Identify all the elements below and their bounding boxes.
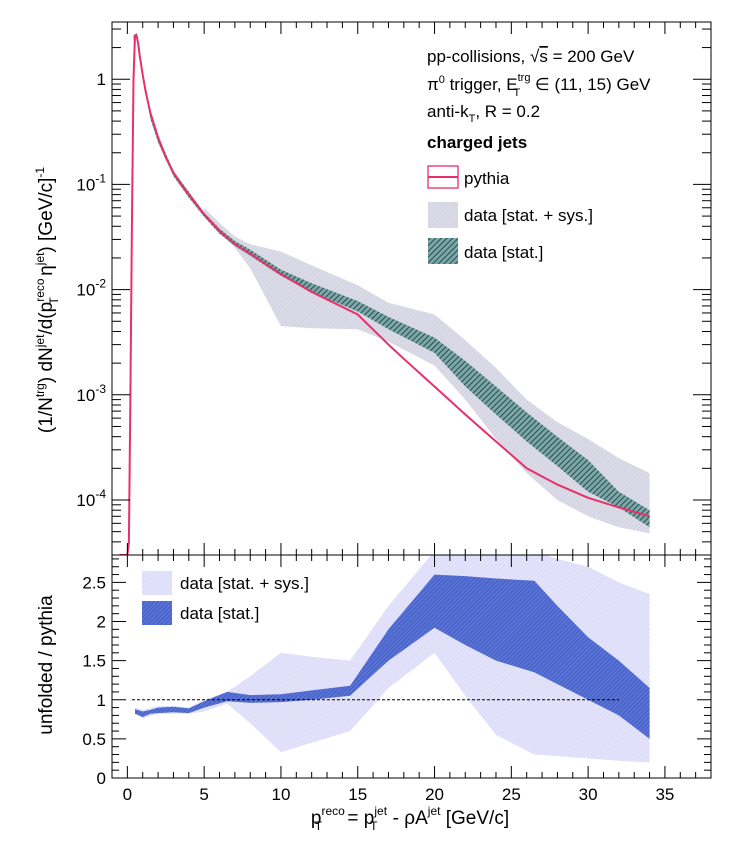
- bottom-panel: 0 5 10 15 20 25 30 35 0 0.5 1 1.5 2 2.5 unfolded / py…: [36, 554, 712, 833]
- ylabel-sup-1: trg: [33, 383, 47, 397]
- x-tick-label: 15: [348, 785, 367, 804]
- legend-swatch-ratio-stat: [142, 601, 172, 625]
- bottom-y-tick-label: 0: [97, 769, 106, 788]
- x-tick-label: 30: [579, 785, 598, 804]
- legend-label-stat: data [stat.]: [464, 243, 543, 262]
- stat-band-ratio: [135, 574, 650, 739]
- ylabel-part-4: η: [36, 265, 57, 281]
- annotation-jet-type: charged jets: [427, 133, 527, 152]
- x-axis-label: preco T = pjet T - ρAjet [GeV/c]: [311, 804, 509, 833]
- annotation-trigger: π0 trigger, Etrg T ∈ (11, 15) GeV: [427, 72, 651, 99]
- ylabel-part-3: /d(p: [36, 302, 57, 335]
- bottom-y-tick-label: 2: [97, 613, 106, 632]
- bottom-y-tick-label: 1.5: [82, 652, 106, 671]
- top-y-axis-label: (1/Ntrg) dNjet/d(precoT ηjet) [GeV/c]-1: [33, 167, 61, 433]
- ylabel-part-1: (1/N: [36, 397, 57, 433]
- ylabel-part-5: ) [GeV/c]: [36, 178, 57, 253]
- bottom-y-tick-label: 0.5: [82, 730, 106, 749]
- legend-label-sys: data [stat. + sys.]: [464, 206, 593, 225]
- x-tick-label: 20: [425, 785, 444, 804]
- x-tick-label: 35: [655, 785, 674, 804]
- ylabel-sup-4: jet: [33, 252, 47, 266]
- legend-swatch-ratio-sys: [142, 571, 172, 595]
- top-y-tick-label: 10-4: [76, 487, 106, 510]
- top-legend: pythia data [stat. + sys.] data [stat.]: [427, 165, 593, 264]
- ylabel-sup-2: jet: [33, 334, 47, 348]
- ylabel-part-2: ) dN: [36, 347, 57, 383]
- ylabel-sub-3: T: [47, 296, 61, 304]
- legend-swatch-stat: [428, 238, 458, 264]
- bottom-y-tick-label: 1: [97, 691, 106, 710]
- x-tick-label: 5: [199, 785, 208, 804]
- top-panel: 110-110-210-310-4 (1/Ntrg) dNjet/d(preco…: [33, 21, 712, 556]
- top-y-tick-label: 10-2: [76, 277, 106, 300]
- x-tick-label: 10: [271, 785, 290, 804]
- legend-swatch-sys: [428, 202, 458, 228]
- bottom-y-tick-label: 2.5: [82, 573, 106, 592]
- annotation-collision: pp-collisions, √s = 200 GeV: [427, 47, 635, 66]
- x-tick-label: 25: [502, 785, 521, 804]
- ylabel-sup-3: reco: [33, 278, 47, 302]
- legend-label-ratio-sys: data [stat. + sys.]: [180, 574, 309, 593]
- bottom-y-axis-label: unfolded / pythia: [36, 595, 57, 735]
- bottom-legend: data [stat. + sys.] data [stat.]: [142, 571, 309, 625]
- x-tick-label: 0: [123, 785, 132, 804]
- pythia-line: [119, 34, 650, 555]
- stat-band-top: [133, 33, 650, 528]
- top-y-tick-label: 1: [97, 70, 106, 89]
- annotation-algorithm: anti-kT, R = 0.2: [427, 102, 540, 125]
- legend-label-pythia: pythia: [464, 169, 510, 188]
- top-y-tick-label: 10-1: [76, 171, 106, 194]
- bottom-frame: [111, 554, 712, 779]
- annotation-block: pp-collisions, √s = 200 GeV π0 trigger, …: [427, 47, 651, 152]
- ylabel-sup-5: -1: [33, 167, 47, 178]
- top-y-tick-label: 10-3: [76, 382, 106, 405]
- legend-label-ratio-stat: data [stat.]: [180, 604, 259, 623]
